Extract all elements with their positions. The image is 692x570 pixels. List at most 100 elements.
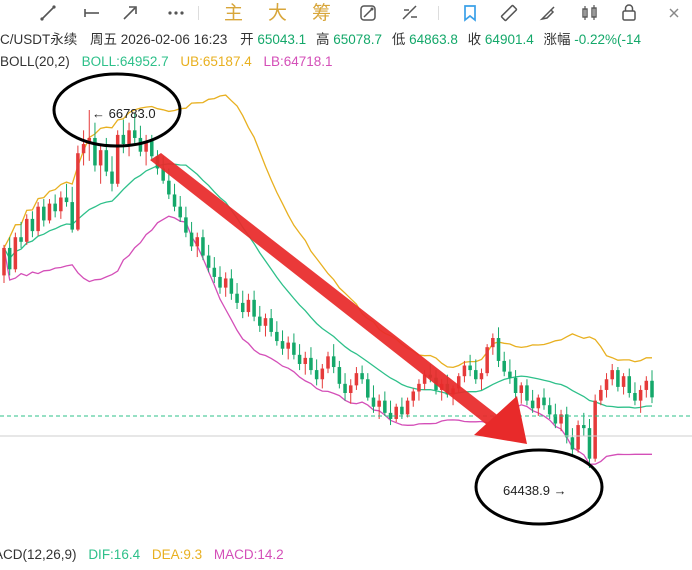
candle-body: [309, 357, 313, 371]
horizontal-line-icon[interactable]: [80, 2, 104, 24]
open-value: 65043.1: [257, 32, 307, 47]
candle-body: [303, 357, 308, 364]
candle-body: [2, 247, 6, 276]
candle-body: [343, 383, 347, 393]
candle-body: [189, 232, 194, 247]
candle-body: [462, 365, 467, 377]
trend-arrow-icon[interactable]: [118, 2, 142, 24]
open-label: 开: [240, 32, 254, 47]
candle-body: [42, 206, 46, 221]
candle-body: [64, 197, 69, 203]
candle-body: [587, 428, 592, 459]
big-red-arrow: [150, 153, 527, 444]
candle-body: [627, 376, 632, 393]
magic-icon[interactable]: [356, 2, 380, 24]
candle-body: [360, 373, 364, 380]
candle-body: [280, 341, 285, 349]
candle-body: [468, 365, 472, 371]
candle-body: [184, 217, 188, 233]
candle-body: [13, 237, 18, 270]
candle-body: [616, 370, 620, 387]
big-indicator-button[interactable]: 大: [268, 2, 288, 24]
candle-body: [121, 134, 126, 145]
change-value: -0.22%(-14: [574, 32, 642, 47]
candle-body: [394, 406, 398, 419]
draw-line-icon[interactable]: [36, 2, 60, 24]
macd-hist-value: MACD:14.2: [213, 547, 284, 562]
boll-upper-band: [3, 94, 652, 369]
close-label: 收: [467, 32, 482, 47]
candle-body: [127, 130, 131, 145]
candle-body: [576, 425, 580, 450]
candle-body: [593, 400, 597, 459]
candle-body: [212, 267, 217, 277]
candle-body: [411, 391, 416, 401]
candle-body: [320, 368, 325, 380]
candle-body: [474, 370, 478, 380]
high-label: 高: [315, 32, 330, 47]
candle-body: [405, 400, 410, 415]
candle-body: [644, 380, 649, 390]
high-circle-annotation: [52, 72, 182, 148]
candle-body: [331, 356, 336, 368]
low-circle-annotation: [474, 448, 604, 526]
candle-body: [292, 342, 296, 355]
candlestick-icon[interactable]: [578, 2, 602, 24]
candle-body: [76, 153, 80, 230]
candle-body: [195, 237, 200, 247]
candle-body: [564, 414, 569, 438]
lock-icon[interactable]: [617, 2, 641, 24]
candle-body: [547, 405, 552, 415]
candle-body: [263, 318, 268, 326]
high-marker-label: ← 66783.0: [92, 106, 156, 121]
boll-legend: BOLL(20,2) BOLL:64952.7 UB:65187.4 LB:64…: [0, 53, 333, 70]
candle-body: [337, 367, 342, 384]
candle-body: [132, 130, 137, 138]
candle-body: [150, 141, 154, 157]
candle-body: [610, 370, 614, 380]
candle-body: [525, 385, 529, 401]
candle-body: [348, 385, 353, 393]
candle-body: [36, 206, 40, 232]
bookmark-icon[interactable]: [458, 2, 482, 24]
bollinger-bands: [3, 94, 653, 465]
candle-body: [235, 293, 239, 303]
ruler-icon[interactable]: [497, 2, 521, 24]
boll-mid-value: BOLL:64952.7: [81, 54, 169, 69]
compare-icon[interactable]: [398, 2, 422, 24]
candle-body: [354, 373, 359, 386]
low-marker-label: 64438.9 →: [503, 483, 567, 498]
candle-body: [491, 338, 495, 348]
candle-body: [650, 380, 654, 398]
low-value: 64863.8: [409, 32, 458, 47]
more-dots-icon[interactable]: [164, 2, 188, 24]
candle-body: [456, 376, 461, 389]
toolbar-divider: [438, 6, 439, 20]
candle-body: [559, 414, 563, 424]
candle-body: [582, 425, 586, 429]
candle-body: [24, 218, 29, 242]
candle-body: [246, 299, 251, 313]
candlestick-chart[interactable]: ← 66783.0 64438.9 →: [0, 70, 692, 542]
close-icon[interactable]: [662, 2, 686, 24]
main-indicator-button[interactable]: 主: [224, 2, 244, 24]
low-label: 低: [391, 32, 406, 47]
brush-icon[interactable]: [536, 2, 560, 24]
arrow-head: [474, 396, 527, 444]
candle-body: [223, 278, 228, 288]
boll-name: BOLL(20,2): [0, 54, 70, 69]
candle-body: [530, 400, 535, 409]
candle-body: [508, 371, 512, 378]
candle-body: [496, 338, 501, 361]
candle-body: [110, 171, 114, 184]
candle-body: [519, 385, 524, 393]
candle-body: [388, 412, 393, 419]
candle-body: [633, 392, 637, 401]
candle-body: [7, 247, 12, 270]
candle-body: [30, 218, 35, 232]
candle-body: [81, 144, 86, 154]
boll-lower-band: [3, 215, 652, 465]
candle-body: [383, 400, 387, 413]
change-label: 涨幅: [543, 32, 571, 47]
chips-indicator-button[interactable]: 筹: [312, 2, 332, 24]
